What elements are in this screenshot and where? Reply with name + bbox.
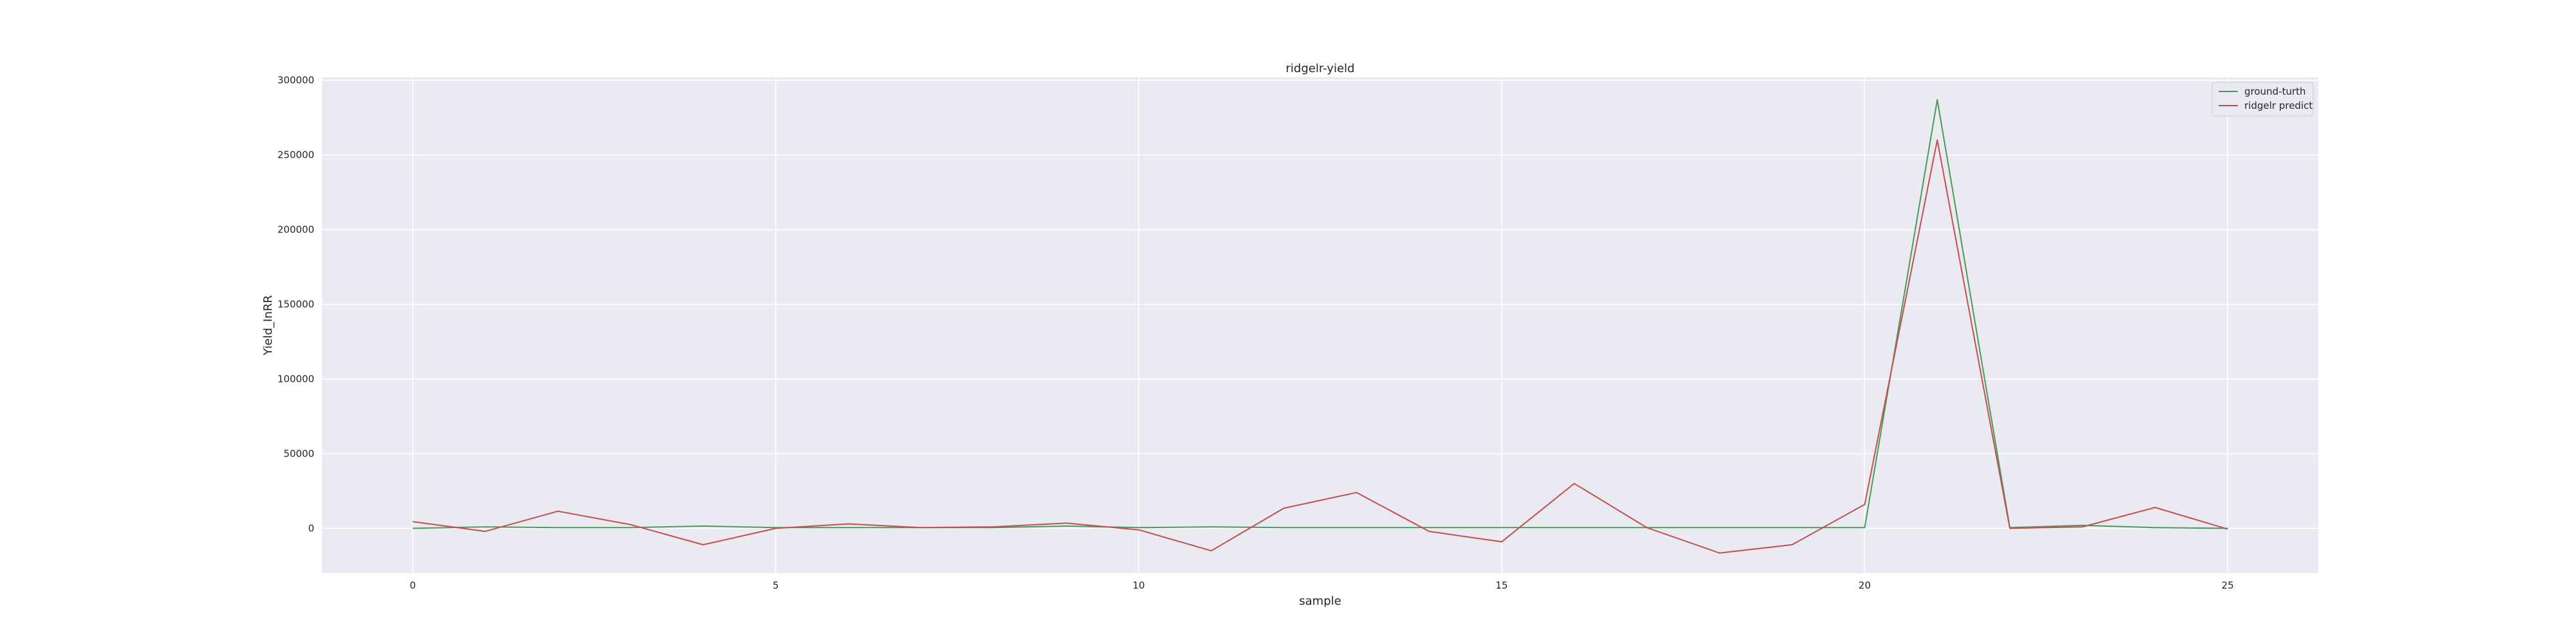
y-tick-label: 150000: [278, 299, 314, 310]
series-line-ground-turth: [412, 99, 2228, 529]
legend: ground-turth ridgelr predict: [2211, 82, 2314, 117]
y-tick-label: 300000: [278, 75, 314, 86]
x-tick-label: 10: [1133, 580, 1145, 591]
x-axis-label: sample: [1299, 594, 1341, 608]
series-line-ridgelr-predict: [412, 139, 2228, 554]
x-tick-labels: 0 5 10 15 20 25: [410, 580, 2234, 591]
plot-background: [322, 77, 2318, 573]
grid: [322, 77, 2318, 573]
chart-title: ridgelr-yield: [1286, 62, 1355, 75]
y-tick-label: 250000: [278, 149, 314, 161]
y-tick-label: 50000: [283, 448, 314, 459]
y-tick-label: 200000: [278, 224, 314, 236]
x-tick-label: 0: [410, 580, 416, 591]
x-tick-label: 20: [1859, 580, 1871, 591]
x-tick-label: 15: [1495, 580, 1508, 591]
x-tick-label: 5: [773, 580, 779, 591]
legend-label-ground-turth: ground-turth: [2244, 86, 2306, 97]
y-tick-label: 0: [308, 522, 314, 534]
y-tick-label: 100000: [278, 373, 314, 384]
y-axis-label: Yield_InRR: [261, 295, 275, 356]
x-tick-label: 25: [2222, 580, 2234, 591]
legend-label-ridgelr-predict: ridgelr predict: [2244, 100, 2313, 111]
series-lines: [412, 99, 2228, 554]
y-tick-labels: 0 50000 100000 150000 200000 250000 300000: [278, 75, 314, 535]
